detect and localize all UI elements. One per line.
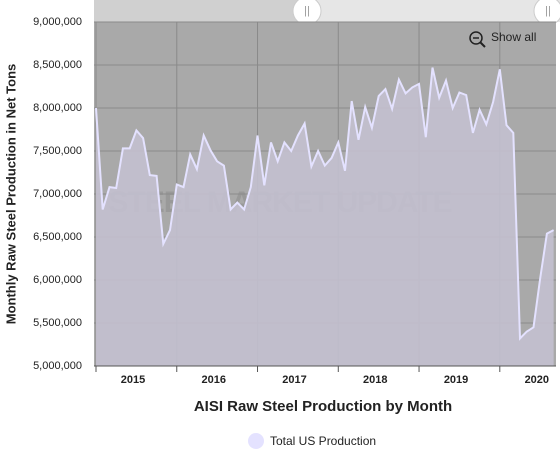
zoom-icon (479, 41, 486, 48)
y-tick-label: 5,000,000 (33, 360, 82, 372)
y-tick-label: 8,500,000 (33, 59, 82, 71)
y-tick-label: 7,000,000 (33, 188, 82, 200)
x-tick-label: 2016 (202, 374, 226, 386)
y-tick-label: 5,500,000 (33, 317, 82, 329)
y-tick-label: 6,000,000 (33, 274, 82, 286)
y-tick-label: 7,500,000 (33, 145, 82, 157)
y-tick-label: 6,500,000 (33, 231, 82, 243)
x-axis-title: AISI Raw Steel Production by Month (194, 398, 452, 415)
x-tick-label: 2020 (525, 374, 549, 386)
navigator-mask (94, 0, 306, 22)
legend-label: Total US Production (270, 434, 376, 448)
reset-zoom-button[interactable]: Show all (491, 30, 536, 44)
area-fill (96, 67, 554, 366)
y-tick-label: 8,000,000 (33, 102, 82, 114)
handle-grip: || (304, 5, 310, 17)
y-tick-label: 9,000,000 (33, 16, 82, 28)
y-axis-title: Monthly Raw Steel Production in Net Tons (3, 64, 18, 325)
x-tick-label: 2017 (282, 374, 306, 386)
x-tick-label: 2015 (121, 374, 145, 386)
x-tick-label: 2019 (444, 374, 468, 386)
legend-symbol (248, 433, 264, 449)
x-tick-label: 2018 (363, 374, 387, 386)
handle-grip: || (545, 5, 551, 17)
zoom-icon (469, 31, 483, 45)
series-line (95, 67, 555, 341)
plot: STEEL MARKET UPDATEShow all (94, 21, 556, 367)
